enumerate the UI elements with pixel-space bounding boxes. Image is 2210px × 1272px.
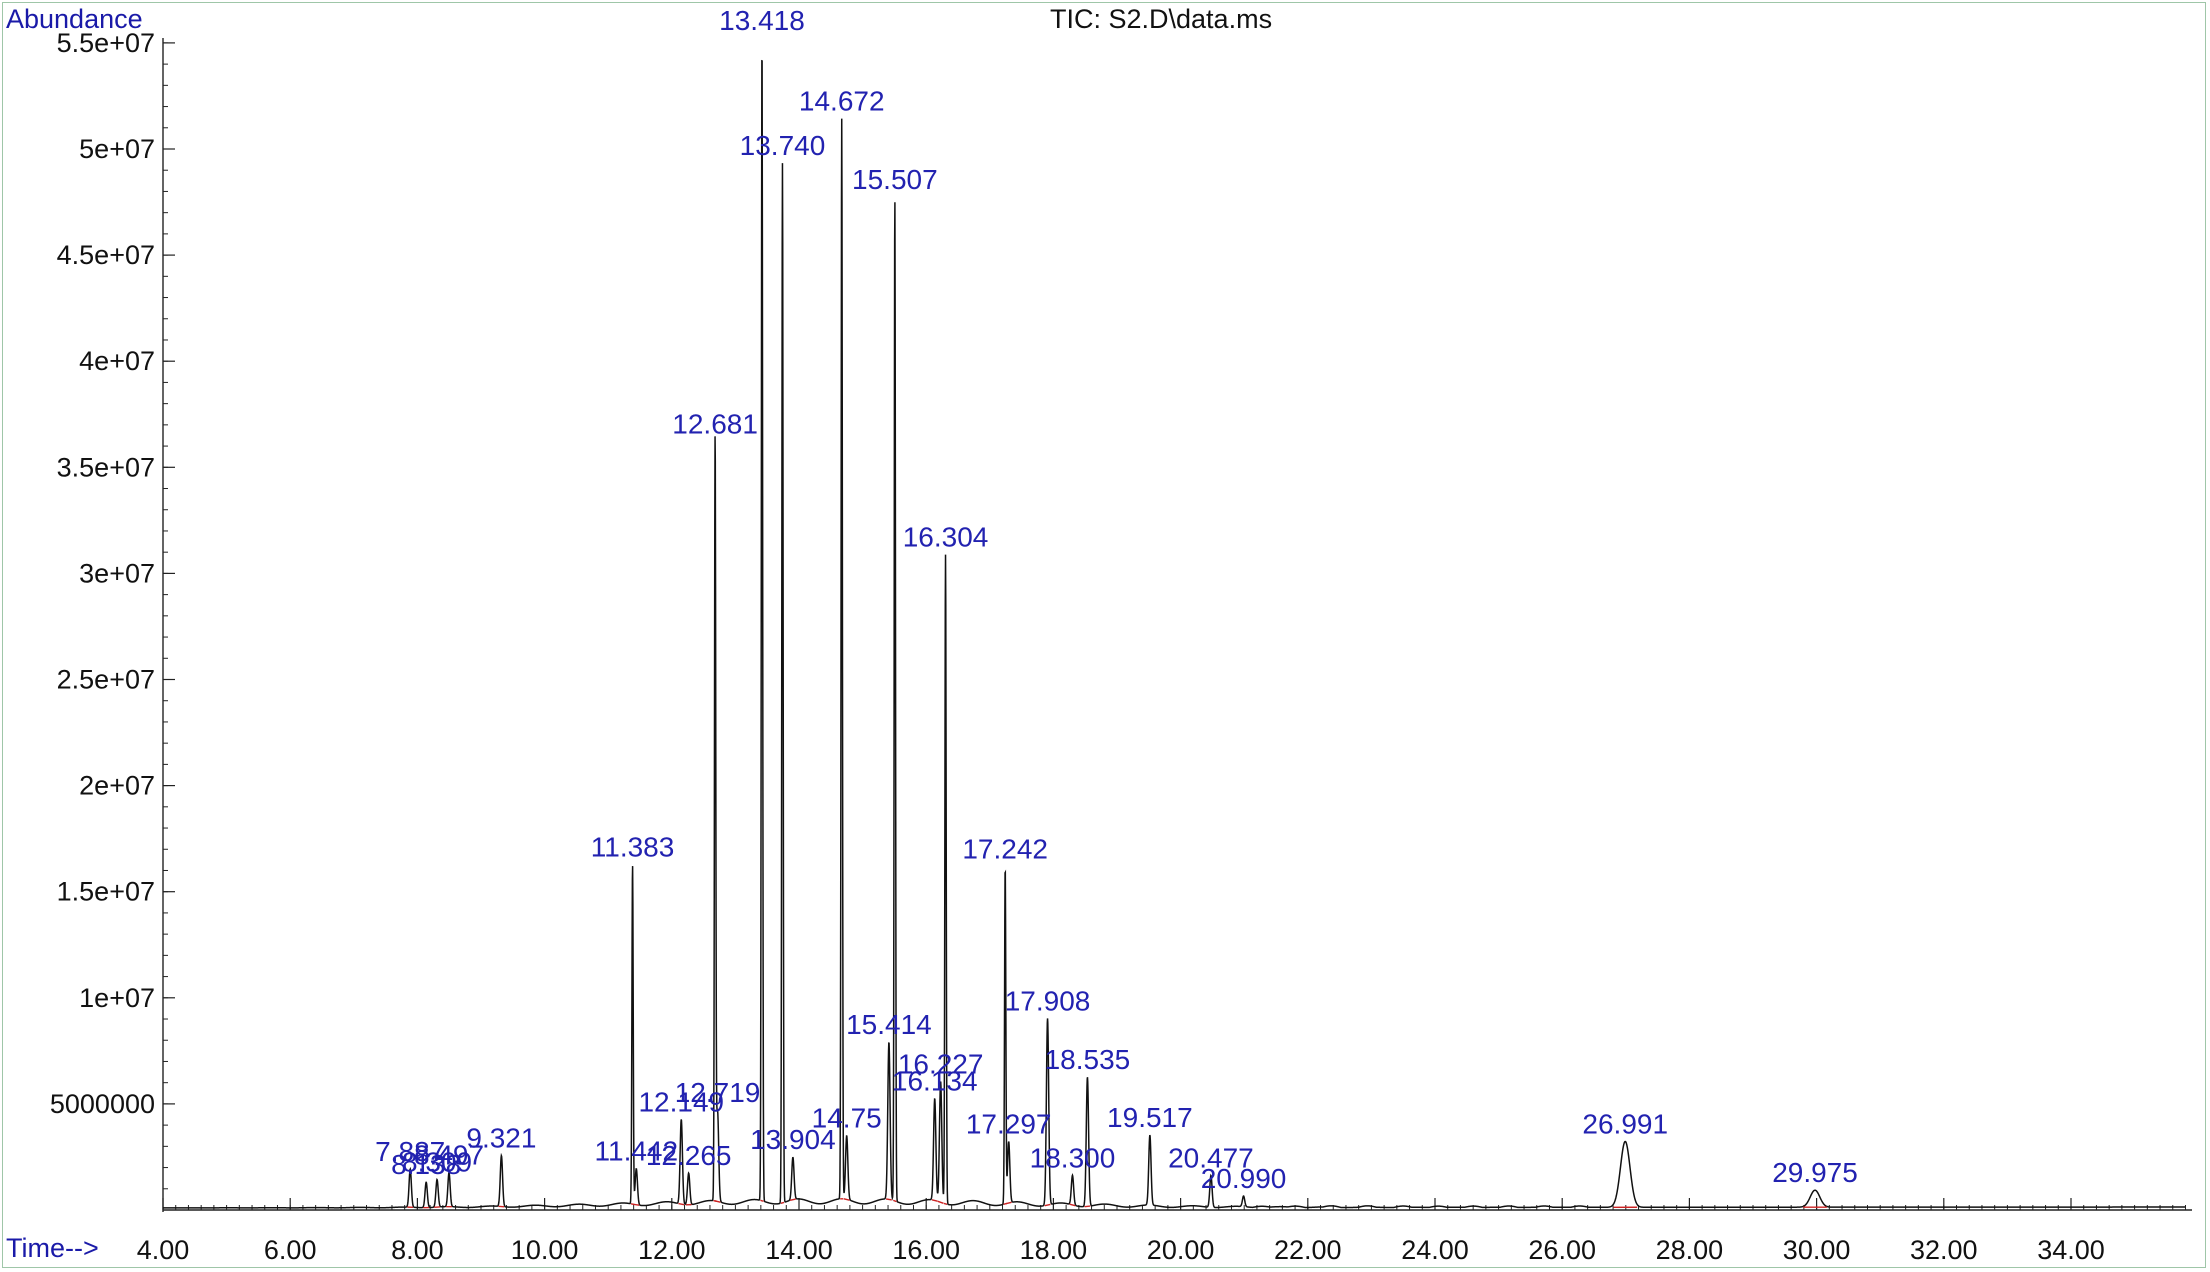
trace-group — [163, 59, 2186, 1209]
x-tick-label: 20.00 — [1147, 1235, 1215, 1265]
integration-baseline — [937, 1200, 944, 1204]
peak-label: 12.265 — [646, 1140, 732, 1171]
axes: 5000000 1e+07 1.5e+07 2e+07 2.5e+07 3e+07 3.5e… — [50, 28, 2192, 1265]
peak-label: 17.908 — [1005, 985, 1091, 1016]
peak-label: 13.418 — [719, 5, 805, 36]
x-tick-label: 10.00 — [511, 1235, 579, 1265]
y-tick-label: 4.5e+07 — [57, 240, 155, 270]
integration-baseline — [780, 1201, 785, 1204]
chart-title: TIC: S2.D\data.ms — [1050, 4, 1273, 34]
peak-label: 15.414 — [846, 1009, 932, 1040]
x-tick-label: 30.00 — [1783, 1235, 1851, 1265]
peak-label: 19.517 — [1107, 1102, 1193, 1133]
peak-label: 20.990 — [1201, 1163, 1287, 1194]
peak-label: 9.321 — [466, 1123, 536, 1154]
integration-baseline — [1069, 1203, 1076, 1207]
y-tick-label: 2.5e+07 — [57, 665, 155, 695]
y-tick-label: 2e+07 — [79, 771, 155, 801]
peak-label: 8.497 — [414, 1140, 484, 1171]
integration-baseline — [885, 1198, 892, 1201]
y-tick-label: 1.5e+07 — [57, 877, 155, 907]
integration-baseline — [931, 1199, 938, 1202]
x-tick-label: 12.00 — [638, 1235, 706, 1265]
x-tick-label: 16.00 — [892, 1235, 960, 1265]
integration-baseline — [1084, 1205, 1091, 1208]
y-tick-label: 3.5e+07 — [57, 452, 155, 482]
peak-label: 13.740 — [740, 130, 826, 161]
tic-trace-line — [163, 59, 2186, 1209]
peak-label: 18.300 — [1030, 1142, 1116, 1173]
x-tick-label: 14.00 — [765, 1235, 833, 1265]
peak-label: 11.442 — [595, 1136, 679, 1167]
integration-baseline — [789, 1198, 796, 1202]
peak-label: 16.227 — [898, 1048, 984, 1079]
peak-label: 11.383 — [591, 832, 675, 863]
peak-label: 14.672 — [799, 86, 885, 117]
peak-label: 20.477 — [1168, 1143, 1254, 1174]
peak-label: 8.309 — [402, 1147, 472, 1178]
x-tick-label: 24.00 — [1401, 1235, 1469, 1265]
peak-label: 26.991 — [1582, 1108, 1668, 1139]
integration-baseline — [1005, 1201, 1012, 1205]
x-axis-label: Time--> — [6, 1233, 99, 1263]
y-axis-label: Abundance — [6, 4, 143, 34]
integration-baseline — [714, 1200, 721, 1203]
y-tick-label: 4e+07 — [79, 346, 155, 376]
x-tick-label: 34.00 — [2037, 1235, 2105, 1265]
integration-baseline — [843, 1198, 850, 1201]
peak-labels: 7.8878.1388.3098.4979.32111.38311.44212.… — [375, 5, 1858, 1194]
integration-baseline — [1044, 1203, 1051, 1207]
x-tick-label: 28.00 — [1656, 1235, 1724, 1265]
peak-label: 13.904 — [750, 1124, 836, 1155]
x-tick-label: 6.00 — [264, 1235, 317, 1265]
x-tick-label: 8.00 — [391, 1235, 444, 1265]
peak-label: 12.149 — [638, 1086, 724, 1117]
peak-label: 16.304 — [903, 522, 989, 553]
y-tick-label: 5000000 — [50, 1089, 155, 1119]
peak-label: 16.134 — [892, 1066, 978, 1097]
x-tick-label: 4.00 — [137, 1235, 190, 1265]
peak-label: 12.719 — [675, 1077, 761, 1108]
peak-label: 17.297 — [966, 1108, 1052, 1139]
peak-label: 7.887 — [375, 1136, 445, 1167]
peak-label: 29.975 — [1772, 1157, 1858, 1188]
peak-label: 18.535 — [1045, 1044, 1131, 1075]
peak-label: 15.507 — [852, 164, 938, 195]
y-tick-label: 5e+07 — [79, 134, 155, 164]
integration-baseline — [633, 1203, 640, 1206]
peak-label: 8.138 — [391, 1149, 461, 1180]
peak-label: 12.681 — [672, 408, 758, 439]
y-tick-label: 3e+07 — [79, 558, 155, 588]
integration-baseline — [943, 1202, 948, 1205]
y-tick-label: 1e+07 — [79, 983, 155, 1013]
integration-baseline — [760, 1199, 764, 1202]
x-tick-label: 18.00 — [1020, 1235, 1088, 1265]
x-tick-label: 22.00 — [1274, 1235, 1342, 1265]
integration-baseline — [893, 1199, 897, 1203]
peak-label: 14.75 — [812, 1103, 882, 1134]
peak-label: 17.242 — [962, 834, 1048, 865]
integration-baseline — [678, 1202, 685, 1206]
x-tick-label: 26.00 — [1528, 1235, 1596, 1265]
y-tick-label: 5.5e+07 — [57, 28, 155, 58]
x-tick-label: 32.00 — [1910, 1235, 1978, 1265]
